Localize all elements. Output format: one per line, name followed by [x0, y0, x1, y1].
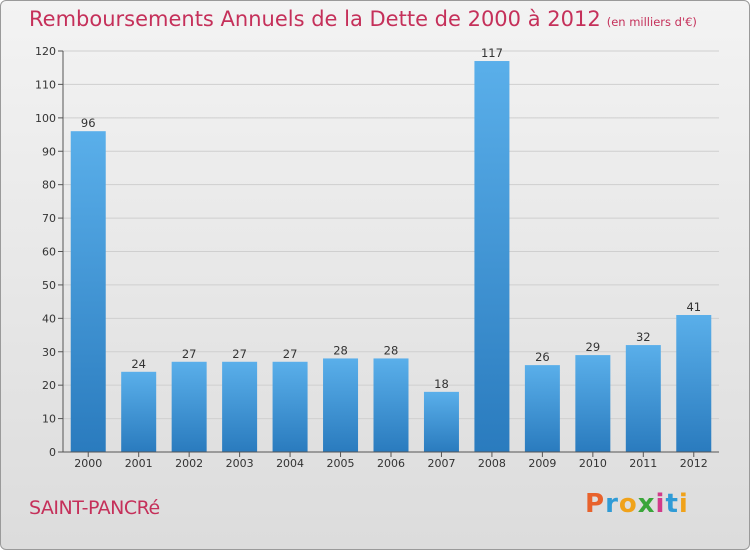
commune-name: SAINT-PANCRé [29, 497, 160, 519]
y-axis-ticks: 0 10 20 30 40 50 60 70 80 90 100 110 120 [35, 45, 63, 459]
x-tick-label: 2005 [327, 457, 355, 470]
y-tick-label: 70 [42, 212, 56, 225]
bars [70, 61, 712, 453]
value-label: 96 [81, 116, 96, 130]
bar [474, 61, 510, 453]
x-tick-label: 2004 [276, 457, 304, 470]
value-label: 28 [384, 343, 399, 357]
bar [575, 355, 611, 452]
logo-letter: t [665, 489, 679, 519]
x-axis-ticks: 2000 2001 2002 2003 2004 2005 2006 2007 2008 2009… [74, 452, 708, 470]
bar [625, 345, 661, 452]
x-tick-label: 2007 [427, 457, 455, 470]
y-tick-label: 110 [35, 78, 56, 91]
y-tick-label: 80 [42, 179, 56, 192]
value-label: 27 [182, 347, 197, 361]
chart-title-text: Remboursements Annuels de la Dette de 20… [29, 7, 601, 31]
bar [423, 391, 459, 452]
value-label: 29 [586, 340, 601, 354]
value-label: 41 [686, 300, 701, 314]
chart-title: Remboursements Annuels de la Dette de 20… [29, 7, 697, 31]
x-tick-label: 2001 [125, 457, 153, 470]
bar [676, 314, 712, 452]
proxiti-logo: Proxiti [585, 489, 689, 519]
x-tick-label: 2012 [680, 457, 708, 470]
y-tick-label: 10 [42, 413, 56, 426]
logo-letter: P [585, 489, 606, 519]
bar [373, 358, 409, 452]
value-label: 26 [535, 350, 550, 364]
value-label: 32 [636, 330, 651, 344]
value-label: 28 [333, 343, 348, 357]
x-tick-label: 2000 [74, 457, 102, 470]
x-tick-label: 2010 [579, 457, 607, 470]
logo-letter: x [637, 489, 656, 519]
y-tick-label: 60 [42, 246, 56, 259]
y-tick-label: 100 [35, 112, 56, 125]
x-tick-label: 2003 [226, 457, 254, 470]
logo-letter: r [605, 489, 619, 519]
y-tick-label: 0 [49, 446, 56, 459]
value-label: 27 [283, 347, 298, 361]
logo-letter: i [655, 489, 666, 519]
bar [272, 361, 308, 452]
x-tick-label: 2011 [629, 457, 657, 470]
value-label: 27 [232, 347, 247, 361]
y-tick-label: 40 [42, 312, 56, 325]
bar [524, 365, 560, 452]
value-labels: 96 24 27 27 27 28 28 18 117 26 29 32 41 [81, 46, 701, 391]
y-tick-label: 50 [42, 279, 56, 292]
bar [222, 361, 258, 452]
x-tick-label: 2006 [377, 457, 405, 470]
bar [323, 358, 359, 452]
y-tick-label: 30 [42, 346, 56, 359]
bar [171, 361, 207, 452]
value-label: 24 [131, 357, 146, 371]
x-tick-label: 2009 [528, 457, 556, 470]
bar [70, 131, 106, 452]
x-tick-label: 2008 [478, 457, 506, 470]
y-tick-label: 120 [35, 45, 56, 58]
logo-letter: i [678, 489, 689, 519]
value-label: 18 [434, 377, 449, 391]
y-tick-label: 90 [42, 145, 56, 158]
logo-letter: o [618, 489, 638, 519]
bar [121, 371, 157, 452]
value-label: 117 [481, 46, 503, 60]
y-tick-label: 20 [42, 379, 56, 392]
x-tick-label: 2002 [175, 457, 203, 470]
chart-unit: (en milliers d'€) [606, 15, 697, 29]
